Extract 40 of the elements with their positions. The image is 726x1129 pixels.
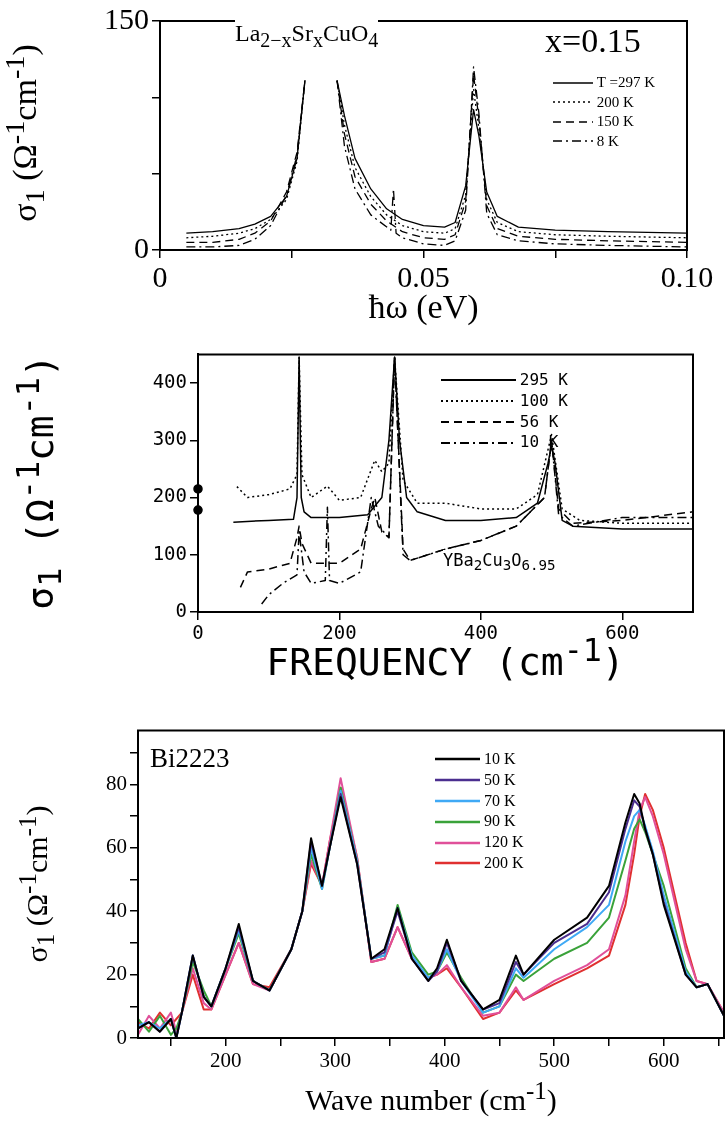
legend-label: 200 K xyxy=(596,92,634,112)
annotation: Bi2223 xyxy=(150,743,230,774)
legend-label: 8 K xyxy=(596,131,619,151)
x-tick-label: 400 xyxy=(428,1048,461,1073)
y-tick-label: 0 xyxy=(175,598,187,621)
y-tick-label: 80 xyxy=(106,770,127,795)
legend-label: 70 K xyxy=(484,790,516,811)
y-tick-label: 400 xyxy=(152,369,187,392)
y-tick-label: 0 xyxy=(116,1024,127,1049)
x-tick-label: 200 xyxy=(209,1048,242,1073)
x-tick-label: 200 xyxy=(322,621,357,644)
annotation: La$_{2−x}$Sr$_{x}$CuO$_{4}$ xyxy=(235,20,379,52)
y-tick-label: 0 xyxy=(134,230,149,264)
x-axis-title: Wave number (cm$^{-1}$) xyxy=(304,1077,558,1117)
annotation: x=0.15 xyxy=(545,22,641,60)
legend-label: 150 K xyxy=(596,112,634,131)
x-tick-label: 0.10 xyxy=(660,259,714,293)
x-tick-label: 300 xyxy=(319,1048,351,1073)
legend-label: 10 K xyxy=(484,749,516,769)
y-tick-label: 100 xyxy=(152,541,187,564)
legend-label: 90 K xyxy=(484,811,516,832)
x-tick-label: 500 xyxy=(538,1048,570,1073)
annotation: YBa$_{2}$Cu$_{3}$O$_{6.95}$ xyxy=(443,550,556,574)
legend-label: 50 K xyxy=(484,769,516,790)
legend-label: 100 K xyxy=(519,390,568,412)
y-tick-label: 200 xyxy=(152,484,187,507)
x-tick-label: 600 xyxy=(648,1048,680,1073)
legend-label: 56 K xyxy=(519,411,559,433)
x-tick-label: 600 xyxy=(605,621,640,644)
legend-label: 200 K xyxy=(484,853,524,873)
legend-label: T =297 K xyxy=(596,73,655,92)
x-tick-label: 400 xyxy=(463,621,499,644)
x-tick-label: 0 xyxy=(192,621,204,644)
y-tick-label: 60 xyxy=(106,834,127,859)
y-tick-label: 300 xyxy=(152,427,187,450)
legend-label: 295 K xyxy=(519,370,568,391)
legend-label: 120 K xyxy=(484,832,524,853)
y-tick-label: 20 xyxy=(106,961,127,986)
y-tick-label: 40 xyxy=(106,897,127,922)
y-tick-label: 150 xyxy=(104,1,149,35)
